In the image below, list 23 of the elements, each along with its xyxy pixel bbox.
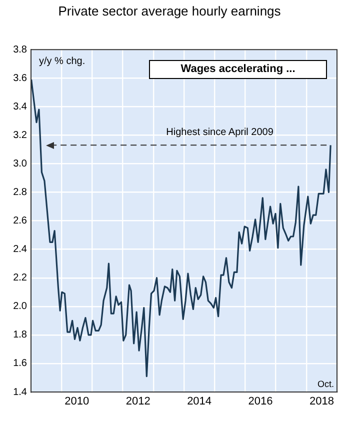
x-tick-label: 2016 [248,396,273,408]
y-tick-label: 3.6 [13,72,28,84]
x-tick-label: 2010 [64,396,90,408]
y-tick-label: 2.2 [13,272,28,284]
y-tick-label: 2.6 [13,216,28,227]
x-tick-label: 2014 [187,396,212,408]
y-tick-label: 3.0 [13,158,28,170]
chart-title: Private sector average hourly earnings [58,3,282,18]
y-tick-label: 2.8 [13,187,28,198]
y-tick-label: 1.6 [13,358,28,370]
y-tick-label: 3.4 [13,101,28,112]
y-tick-label: 2.0 [13,301,28,312]
annotation: Oct. [317,378,334,390]
y-tick-label: 2.4 [13,244,28,256]
y-tick-label: 1.4 [13,386,28,398]
annotation: y/y % chg. [39,56,86,68]
x-tick-label: 2018 [309,396,334,408]
y-tick-label: 3.8 [13,44,28,56]
y-tick-label: 1.8 [13,330,28,341]
note-box: Wages accelerating ... [149,60,327,79]
y-tick-label: 3.2 [13,130,28,141]
ref-line-label: Highest since April 2009 [166,127,274,140]
x-tick-label: 2012 [126,396,150,408]
